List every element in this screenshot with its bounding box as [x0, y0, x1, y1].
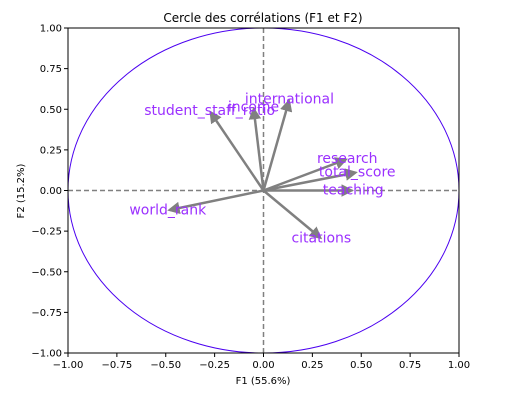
y-tick-label: 0.75 — [40, 64, 62, 75]
x-tick-label: −0.75 — [102, 360, 133, 371]
label-income: income — [228, 100, 279, 116]
y-tick-label: −0.75 — [31, 308, 62, 319]
arrow-research — [263, 157, 348, 192]
x-tick-label: 0.50 — [350, 360, 372, 371]
label-world_rank: world_rank — [129, 202, 207, 218]
label-international: international — [245, 91, 334, 107]
label-citations: citations — [291, 231, 351, 247]
x-tick-label: −1.00 — [53, 360, 84, 371]
x-tick-label: −0.50 — [150, 360, 181, 371]
y-axis-title: F2 (15.2%) — [16, 163, 27, 218]
label-total_score: total_score — [319, 164, 396, 180]
label-research: research — [317, 151, 378, 167]
x-tick-label: 1.00 — [448, 360, 470, 371]
arrow-student_staff_ratio — [209, 110, 265, 192]
x-tick-label: 0.25 — [301, 360, 323, 371]
y-tick-label: 0.50 — [40, 105, 62, 116]
y-tick-label: −1.00 — [31, 349, 62, 360]
x-axis-title: F1 (55.6%) — [236, 376, 291, 387]
y-tick-label: −0.50 — [31, 267, 62, 278]
chart-title: Cercle des corrélations (F1 et F2) — [163, 11, 362, 25]
plot-area: −1.00−1.00 −0.75 −0.75 −0.50 −0.50 −0.25 −0.25… — [31, 24, 470, 372]
arrow-world_rank — [167, 189, 264, 215]
y-tick-label: −0.25 — [31, 227, 62, 238]
arrow-income — [248, 106, 265, 191]
arrow-total_score — [263, 168, 358, 192]
x-tick-label: 0.75 — [399, 360, 421, 371]
x-tick-label: −0.25 — [199, 360, 230, 371]
y-tick-label: 0.25 — [40, 145, 62, 156]
arrow-citations — [262, 189, 323, 240]
arrow-international — [262, 98, 293, 191]
y-tick-label: 1.00 — [40, 24, 62, 35]
label-teaching: teaching — [323, 183, 384, 199]
label-student_staff_ratio: student_staff_ratio — [144, 103, 275, 119]
y-tick-label: 0.00 — [40, 186, 62, 197]
x-tick-label: 0.00 — [252, 360, 274, 371]
